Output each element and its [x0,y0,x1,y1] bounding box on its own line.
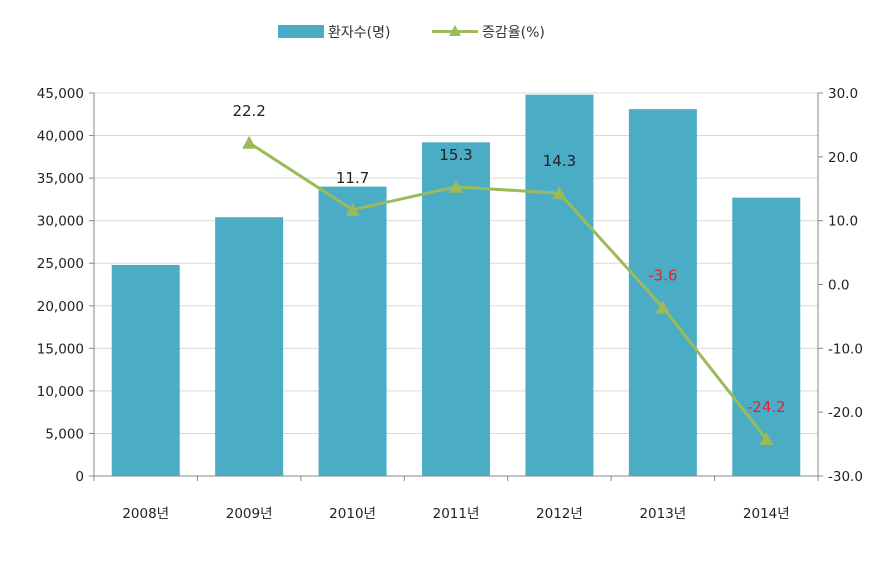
right-axis-ticks: -30.0 -20.0 -10.0 0.0 10.0 20.0 30.0 [818,86,863,485]
line-marker [345,202,360,216]
left-tick-label: 25,000 [37,256,84,272]
left-tick-label: 40,000 [37,129,84,145]
left-tick-label: 35,000 [37,171,84,187]
x-tick-label: 2008년 [122,506,169,522]
x-tick-label: 2013년 [639,506,686,522]
data-label: -3.6 [648,266,677,284]
left-tick-label: 20,000 [37,299,84,315]
x-tick-label: 2014년 [743,506,790,522]
right-tick-label: -10.0 [828,341,863,357]
left-tick-label: 45,000 [37,86,84,102]
bar [215,217,284,477]
data-label: -24.2 [747,398,786,416]
data-label: 22.2 [232,102,265,120]
left-tick-label: 5,000 [45,426,84,442]
x-axis-ticks: 2008년 2009년 2010년 2011년 2012년 2013년 2014년 [93,476,819,522]
left-tick-label: 0 [75,469,84,485]
right-tick-label: -20.0 [828,405,863,421]
right-tick-label: 20.0 [828,150,858,166]
series-line [248,141,768,440]
data-labels: 22.2 11.7 15.3 14.3 -3.6 -24.2 [232,102,785,416]
bar [525,94,594,477]
line-marker [242,135,257,149]
legend-label-line: 증감율(%) [482,25,545,41]
line-marker [449,179,463,193]
right-tick-label: -30.0 [828,469,863,485]
left-tick-label: 30,000 [37,214,84,230]
left-axis-ticks: 0 5,000 10,000 15,000 20,000 25,000 30,000 35,0… [37,86,94,485]
bar-series [111,94,801,477]
x-tick-label: 2009년 [226,506,273,522]
bar [732,197,801,477]
x-tick-label: 2012년 [536,506,583,522]
left-tick-label: 15,000 [37,341,84,357]
right-tick-label: 10.0 [828,214,858,230]
line-marker [759,431,774,445]
bar [111,264,180,476]
line-series [242,135,774,445]
right-tick-label: 0.0 [828,278,849,294]
legend-swatch-bar [278,25,324,38]
data-label: 11.7 [336,169,369,187]
x-tick-label: 2010년 [329,506,376,522]
bar [628,109,697,476]
x-tick-label: 2011년 [433,506,480,522]
right-tick-label: 30.0 [828,86,858,102]
data-label: 14.3 [543,152,576,170]
bar [318,186,387,476]
line-marker [552,186,567,200]
left-tick-label: 10,000 [37,384,84,400]
legend-swatch-marker [449,25,461,36]
bar [422,142,490,476]
line-marker [655,300,670,314]
legend-label-bar: 환자수(명) [328,25,390,41]
legend: 환자수(명) 증감율(%) [278,25,545,41]
data-label: 15.3 [439,146,472,164]
